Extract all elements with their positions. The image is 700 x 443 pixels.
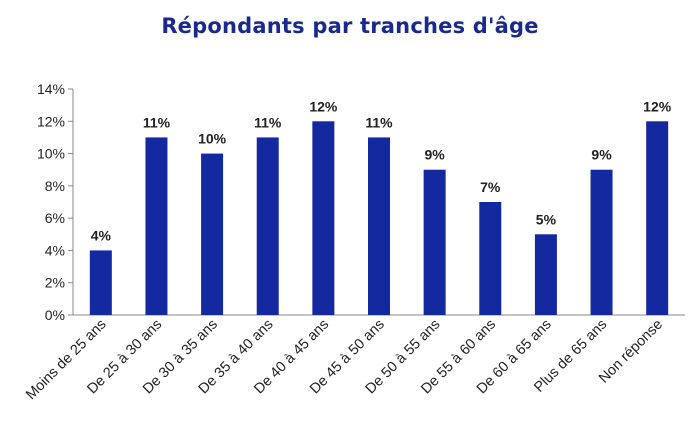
bar <box>646 121 669 316</box>
y-tick-label: 2% <box>45 275 65 291</box>
bar <box>534 234 557 315</box>
bar <box>256 137 279 315</box>
y-tick-label: 4% <box>45 242 65 258</box>
bar-data-label: 12% <box>309 98 338 114</box>
bar-data-label: 5% <box>536 211 557 227</box>
y-tick-label: 10% <box>37 146 65 162</box>
bar <box>479 202 502 315</box>
bar-data-label: 7% <box>480 179 501 195</box>
y-tick-label: 12% <box>37 113 65 129</box>
bar <box>89 250 112 315</box>
bar <box>423 169 446 315</box>
bar-data-label: 11% <box>143 114 171 130</box>
bar <box>145 137 168 315</box>
bar-data-label: 12% <box>643 98 672 114</box>
bar-data-label: 10% <box>198 131 227 147</box>
bar-data-label: 9% <box>425 147 446 163</box>
y-tick-label: 0% <box>45 307 65 323</box>
y-tick-label: 14% <box>37 81 65 97</box>
bar <box>368 137 390 315</box>
y-tick-label: 8% <box>45 178 65 194</box>
bar-data-label: 11% <box>254 114 282 130</box>
bar-data-label: 4% <box>91 227 112 243</box>
bar <box>590 169 613 315</box>
bars-group <box>89 121 669 316</box>
y-axis-ticks: 0% 2% 4% 6% 8% 10% 12% 14% <box>37 81 73 323</box>
y-tick-label: 6% <box>45 210 65 226</box>
bar-data-label: 11% <box>365 114 393 130</box>
bar-data-label: 9% <box>591 147 612 163</box>
chart-title: Répondants par tranches d'âge <box>161 14 539 38</box>
bar <box>201 153 224 315</box>
data-labels-group: 4% 11% 10% 11% 12% 11% 9% 7% 5% 9% 12% <box>91 98 672 243</box>
bar <box>312 121 335 316</box>
